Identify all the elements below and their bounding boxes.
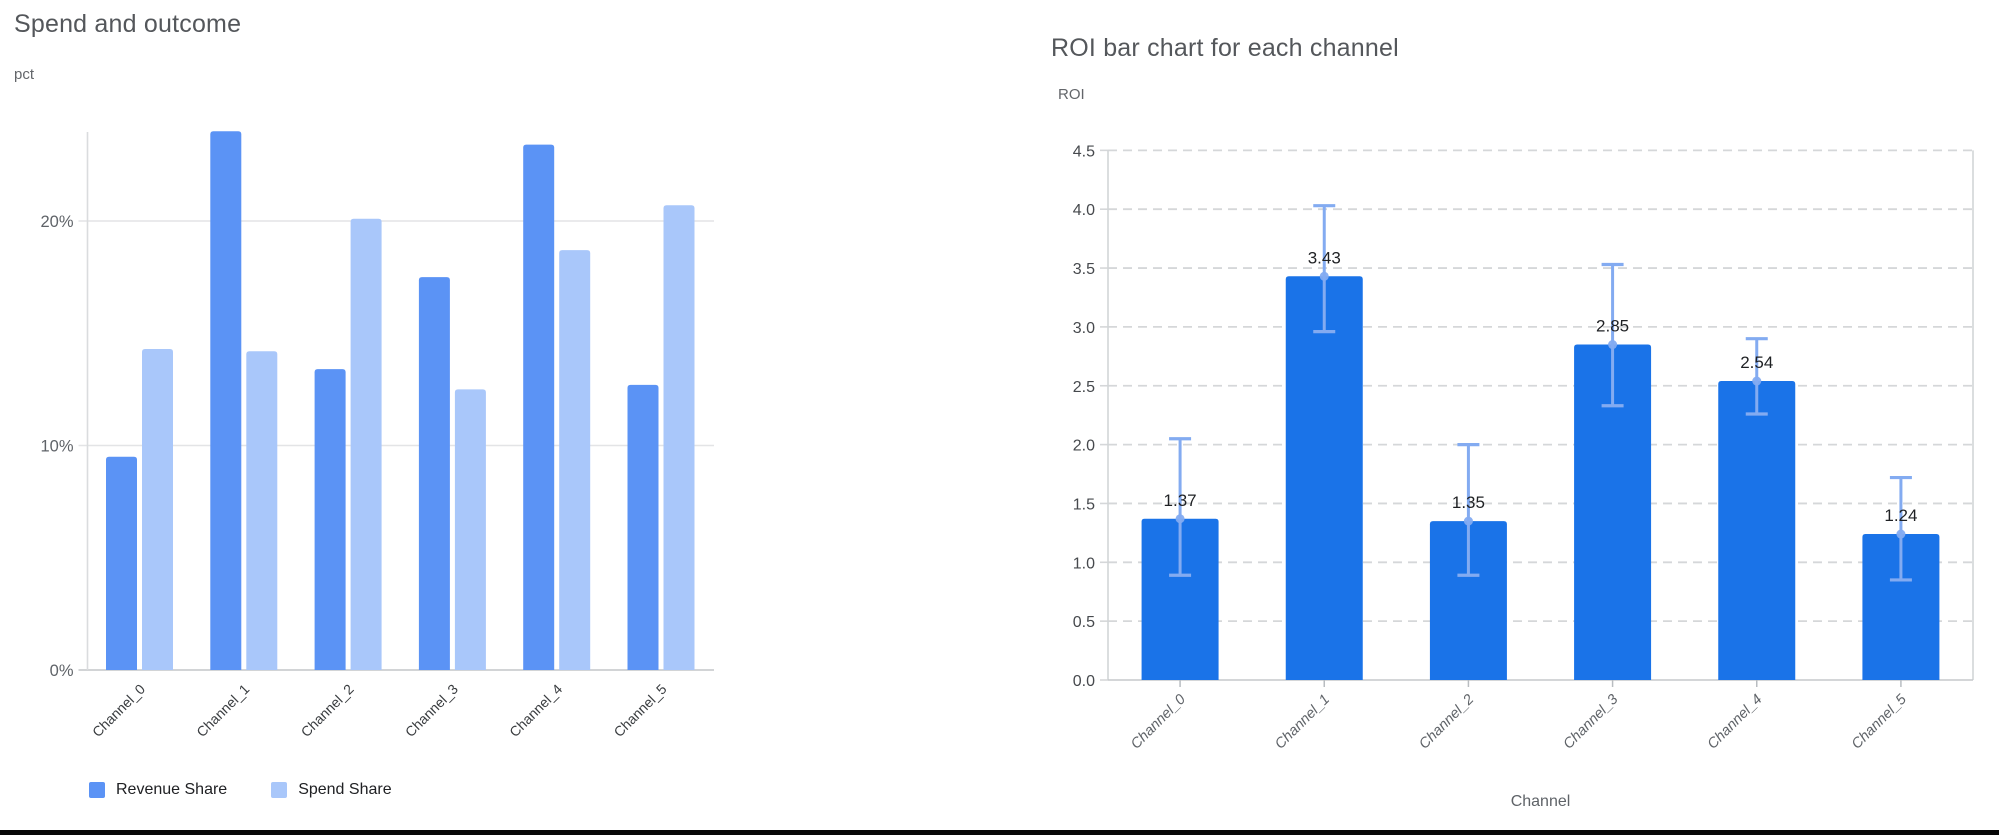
error-bar-channel_2 bbox=[1457, 443, 1480, 577]
roi-bar-channel_5 bbox=[1862, 534, 1940, 680]
bar-spend-share-channel_1 bbox=[246, 351, 278, 670]
revenue-share-legend-label: Revenue Share bbox=[116, 781, 228, 798]
left-y-axis-unit-label: pct bbox=[14, 66, 35, 83]
roi-plot-area: 0.0 0.5 1.0 1.5 2.0 2.5 3.0 3.5 4.0 4.5 1.37 3.43 1.… bbox=[1073, 143, 1974, 810]
roi-value-label-channel_2: 1.35 bbox=[1452, 493, 1485, 512]
left-x-label-channel_3: Channel_3 bbox=[402, 681, 461, 740]
bar-spend-share-channel_3 bbox=[454, 389, 486, 670]
right-x-label-channel_3: Channel_3 bbox=[1560, 692, 1621, 753]
left-x-label-channel_1: Channel_1 bbox=[193, 681, 252, 740]
spend-share-swatch bbox=[271, 782, 288, 798]
right-y-tick-4.5: 4.5 bbox=[1073, 143, 1095, 160]
right-y-axis-unit-label: ROI bbox=[1058, 86, 1085, 103]
roi-value-label-channel_5: 1.24 bbox=[1884, 506, 1917, 525]
right-y-tick-0.0: 0.0 bbox=[1073, 673, 1095, 690]
spend-outcome-plot-area: 0% 10% 20% Channel_0 Channel_1 Channel_2 Chann… bbox=[40, 131, 714, 740]
bar-spend-share-channel_4 bbox=[559, 250, 591, 670]
right-y-tick-2.0: 2.0 bbox=[1073, 438, 1095, 455]
right-y-tick-4.0: 4.0 bbox=[1073, 202, 1095, 219]
left-x-label-channel_5: Channel_5 bbox=[610, 681, 669, 740]
error-bar-channel_3 bbox=[1601, 262, 1624, 408]
right-x-axis-title: Channel bbox=[1511, 793, 1571, 810]
error-bar-channel_1 bbox=[1313, 204, 1336, 334]
left-x-label-channel_2: Channel_2 bbox=[298, 681, 357, 740]
bar-revenue-share-channel_5 bbox=[627, 384, 659, 670]
right-x-label-channel_5: Channel_5 bbox=[1849, 691, 1911, 753]
roi-value-label-channel_4: 2.54 bbox=[1740, 353, 1773, 372]
left-x-label-channel_4: Channel_4 bbox=[506, 681, 565, 740]
right-y-tick-0.5: 0.5 bbox=[1073, 614, 1095, 631]
left-chart-legend: Revenue Share Spend Share bbox=[89, 781, 436, 799]
right-y-tick-3.5: 3.5 bbox=[1073, 261, 1095, 278]
roi-bar-channel_0 bbox=[1141, 518, 1219, 680]
right-y-tick-1.5: 1.5 bbox=[1073, 496, 1095, 513]
error-bar-channel_0 bbox=[1169, 437, 1192, 577]
left-y-tick-0%: 0% bbox=[50, 662, 74, 680]
bar-revenue-share-channel_4 bbox=[523, 144, 555, 671]
left-y-tick-10%: 10% bbox=[40, 438, 73, 456]
roi-value-label-channel_3: 2.85 bbox=[1596, 317, 1629, 336]
right-x-label-channel_4: Channel_4 bbox=[1705, 692, 1766, 753]
spend-share-legend-label: Spend Share bbox=[298, 781, 392, 798]
bar-revenue-share-channel_0 bbox=[106, 456, 137, 670]
right-y-tick-2.5: 2.5 bbox=[1073, 379, 1095, 396]
left-chart-title: Spend and outcome bbox=[14, 10, 242, 38]
bar-spend-share-channel_2 bbox=[350, 218, 382, 670]
revenue-share-swatch bbox=[89, 782, 105, 798]
roi-value-label-channel_1: 3.43 bbox=[1308, 248, 1341, 267]
right-x-label-channel_2: Channel_2 bbox=[1416, 692, 1477, 753]
roi-bar-channel_4 bbox=[1718, 381, 1796, 680]
legend-item-spend-share: Spend Share bbox=[271, 781, 392, 799]
bar-spend-share-channel_0 bbox=[142, 348, 173, 670]
error-bar-channel_5 bbox=[1889, 475, 1912, 582]
bottom-divider-rule bbox=[0, 830, 1999, 835]
error-bar-channel_4 bbox=[1745, 337, 1768, 416]
roi-bar-channel_1 bbox=[1285, 276, 1363, 680]
right-x-label-channel_1: Channel_1 bbox=[1272, 692, 1333, 753]
bar-spend-share-channel_5 bbox=[663, 205, 695, 670]
left-y-tick-20%: 20% bbox=[40, 213, 73, 231]
roi-bar-channel_2 bbox=[1429, 521, 1507, 680]
bar-revenue-share-channel_2 bbox=[314, 369, 346, 670]
legend-item-revenue-share: Revenue Share bbox=[89, 781, 227, 799]
right-x-label-channel_0: Channel_0 bbox=[1128, 692, 1189, 753]
left-x-label-channel_0: Channel_0 bbox=[89, 681, 148, 740]
right-y-tick-3.0: 3.0 bbox=[1073, 320, 1095, 337]
right-y-tick-1.0: 1.0 bbox=[1073, 555, 1095, 572]
roi-bar-channel_3 bbox=[1574, 344, 1652, 680]
roi-value-label-channel_0: 1.37 bbox=[1164, 491, 1197, 510]
right-chart-title: ROI bar chart for each channel bbox=[1051, 34, 1399, 62]
bar-revenue-share-channel_3 bbox=[418, 277, 450, 670]
bar-revenue-share-channel_1 bbox=[210, 131, 242, 670]
